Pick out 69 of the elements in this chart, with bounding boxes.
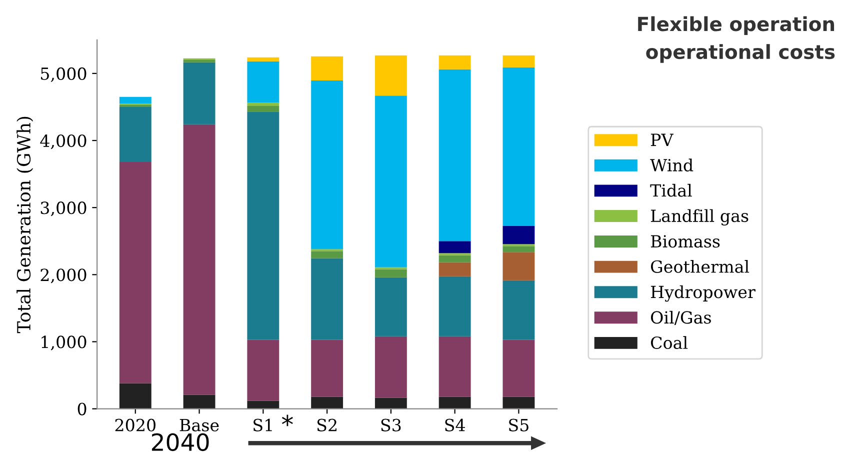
bar bbox=[438, 241, 471, 254]
bar bbox=[311, 340, 344, 397]
text: operational costs bbox=[646, 44, 835, 63]
bar bbox=[502, 396, 535, 409]
bar bbox=[502, 55, 535, 68]
y-tick-label: 0 bbox=[78, 402, 86, 416]
bar bbox=[374, 269, 407, 278]
bar bbox=[119, 96, 152, 104]
y-tick-label: 1,000 bbox=[42, 336, 86, 350]
bar bbox=[502, 226, 535, 244]
legend-label: Hydropower bbox=[650, 285, 756, 302]
legend-label: PV bbox=[650, 134, 674, 146]
bar bbox=[247, 400, 280, 409]
bar bbox=[183, 124, 216, 395]
x-tick-label: S4 bbox=[445, 418, 465, 432]
legend-label: Geothermal bbox=[650, 260, 750, 273]
x-tick-label: Base bbox=[180, 419, 219, 432]
bar bbox=[311, 56, 344, 80]
bar bbox=[183, 394, 216, 409]
bar bbox=[438, 396, 471, 409]
y-tick-label: 3,000 bbox=[40, 202, 86, 216]
bar bbox=[502, 67, 535, 226]
bar bbox=[311, 80, 344, 250]
x-tick-label: S2 bbox=[317, 418, 336, 432]
x-tick-label: 2020 bbox=[115, 418, 156, 432]
legend-label: Tidal bbox=[650, 184, 692, 197]
legend-label: Coal bbox=[650, 336, 688, 350]
bar bbox=[438, 336, 471, 397]
bar bbox=[247, 112, 280, 340]
bar bbox=[438, 262, 471, 276]
text: Flexible operation bbox=[638, 16, 834, 36]
text: 2040 bbox=[152, 433, 209, 452]
bar bbox=[119, 162, 152, 384]
bar bbox=[311, 396, 344, 409]
bar bbox=[119, 106, 152, 162]
y-tick-label: 4,000 bbox=[40, 134, 86, 150]
bar bbox=[502, 252, 535, 280]
bar bbox=[311, 251, 344, 258]
bar bbox=[374, 277, 407, 336]
bar bbox=[247, 340, 280, 401]
bar bbox=[247, 106, 280, 112]
bar bbox=[502, 340, 535, 397]
legend-label: Biomass bbox=[650, 235, 720, 248]
x-tick-label: S1 bbox=[254, 418, 272, 432]
bar bbox=[247, 102, 280, 106]
bar bbox=[438, 55, 471, 70]
legend-label: Oil/Gas bbox=[650, 310, 711, 326]
y-tick-label: 5,000 bbox=[41, 67, 86, 82]
bar bbox=[374, 398, 407, 409]
bar bbox=[119, 383, 152, 409]
bar bbox=[502, 246, 535, 252]
text: * bbox=[282, 414, 293, 426]
bar bbox=[374, 336, 407, 398]
bar bbox=[438, 276, 471, 336]
bar bbox=[438, 69, 471, 242]
x-tick-label: S3 bbox=[381, 418, 401, 432]
legend-label: Landfill gas bbox=[650, 209, 748, 226]
bar bbox=[183, 62, 216, 124]
bar bbox=[502, 280, 535, 340]
x-tick-label: S5 bbox=[509, 418, 528, 432]
bar bbox=[374, 55, 407, 96]
legend-label: Wind bbox=[650, 158, 694, 172]
y-axis-title: Total Generation (GWh) bbox=[16, 116, 34, 334]
bar bbox=[247, 61, 280, 103]
y-tick-label: 2,000 bbox=[40, 268, 86, 284]
bar bbox=[438, 255, 471, 262]
bar bbox=[374, 96, 407, 268]
bar bbox=[311, 258, 344, 340]
bar bbox=[247, 57, 280, 62]
